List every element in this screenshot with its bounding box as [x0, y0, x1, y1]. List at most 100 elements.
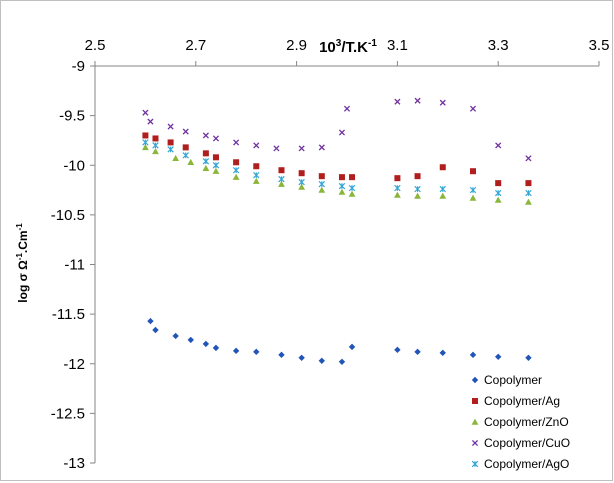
data-point	[439, 185, 446, 193]
data-point	[495, 180, 502, 187]
data-point	[414, 185, 421, 193]
legend-item: Copolymer/CuO	[471, 436, 570, 450]
data-point	[182, 152, 189, 159]
series-copolymer-zno	[142, 143, 532, 205]
data-point	[414, 97, 421, 104]
x-tick-label: 2.5	[85, 37, 106, 54]
data-point	[471, 418, 479, 425]
data-point	[494, 189, 502, 197]
series-copolymer-ago	[142, 139, 532, 197]
data-point	[172, 332, 179, 340]
data-point	[469, 105, 477, 112]
data-point	[152, 135, 159, 142]
data-point	[187, 336, 194, 344]
series-copolymer	[147, 317, 532, 365]
data-point	[439, 164, 446, 171]
data-point	[414, 192, 421, 199]
data-point	[470, 168, 476, 175]
data-point	[298, 183, 306, 190]
data-point	[525, 189, 532, 197]
y-tick-label: -9	[72, 58, 85, 75]
data-point	[232, 173, 240, 180]
data-point	[348, 343, 356, 351]
data-point	[394, 175, 401, 182]
data-point	[172, 154, 180, 162]
data-point	[298, 170, 305, 177]
data-point	[182, 144, 189, 151]
legend-label: Copolymer	[484, 373, 542, 387]
legend-label: Copolymer/Ag	[484, 394, 560, 408]
data-point	[298, 354, 305, 361]
data-point	[338, 182, 346, 190]
data-point	[232, 347, 240, 355]
data-point	[167, 123, 174, 130]
y-tick-label: -10	[63, 157, 85, 174]
data-point	[278, 175, 285, 183]
data-point	[278, 351, 285, 359]
legend-item: Copolymer/Ag	[472, 394, 560, 408]
data-point	[233, 159, 240, 166]
data-point	[525, 354, 532, 361]
data-point	[202, 132, 209, 139]
data-point	[278, 167, 285, 174]
legend-item: Copolymer/AgO	[471, 457, 569, 471]
data-point	[202, 164, 210, 171]
data-point	[147, 118, 154, 125]
data-point	[495, 353, 502, 361]
data-point	[142, 139, 149, 146]
y-axis-title: log σ Ω-1.Cm-1	[15, 223, 30, 303]
data-point	[469, 186, 477, 194]
data-point	[414, 348, 421, 356]
y-tick-label: -12	[63, 356, 85, 373]
x-tick-label: 3.1	[387, 37, 408, 54]
y-ticks-layer: -9 -9.5 -10 -10.5 -11 -11.5 -12 -12.5 -13	[51, 58, 95, 472]
data-point	[494, 196, 502, 203]
data-point	[212, 135, 220, 142]
data-point	[233, 139, 240, 146]
data-point	[525, 180, 532, 187]
data-point	[152, 326, 159, 334]
data-point	[252, 177, 260, 184]
data-point	[343, 105, 351, 112]
y-tick-label: -11	[64, 257, 85, 274]
legend: Copolymer Copolymer/Ag Copolymer/ZnO Copoly…	[471, 373, 570, 471]
data-point	[298, 145, 305, 152]
data-point	[273, 145, 280, 152]
data-point	[338, 358, 346, 365]
data-point	[525, 155, 532, 162]
data-point	[469, 351, 477, 359]
data-point	[212, 154, 219, 161]
data-point	[349, 174, 356, 181]
data-point	[202, 150, 209, 157]
series-layer	[142, 97, 532, 365]
data-point	[318, 186, 326, 193]
data-point	[318, 173, 325, 180]
data-point	[338, 174, 345, 181]
y-tick-label: -13	[63, 455, 85, 472]
data-point	[471, 376, 479, 384]
x-ticks-layer: 2.5 2.7 2.9 3.1 3.3 3.5	[85, 37, 610, 66]
data-point	[147, 317, 154, 325]
data-point	[394, 98, 401, 105]
data-point	[471, 439, 479, 447]
legend-item: Copolymer/ZnO	[471, 415, 569, 429]
data-point	[469, 194, 477, 201]
data-point	[187, 158, 195, 165]
series-copolymer-cuo	[142, 97, 532, 162]
data-point	[152, 147, 159, 155]
data-point	[439, 99, 446, 106]
legend-label: Copolymer/CuO	[484, 436, 570, 450]
data-point	[348, 184, 356, 192]
data-point	[253, 348, 260, 356]
data-point	[318, 180, 326, 188]
data-point	[232, 166, 240, 174]
data-point	[212, 344, 220, 352]
data-point	[253, 163, 260, 170]
data-point	[167, 146, 174, 153]
data-point	[212, 162, 220, 169]
data-point	[348, 190, 356, 197]
data-point	[253, 171, 260, 179]
legend-item: Copolymer	[471, 373, 542, 387]
x-tick-label: 3.5	[589, 37, 610, 54]
